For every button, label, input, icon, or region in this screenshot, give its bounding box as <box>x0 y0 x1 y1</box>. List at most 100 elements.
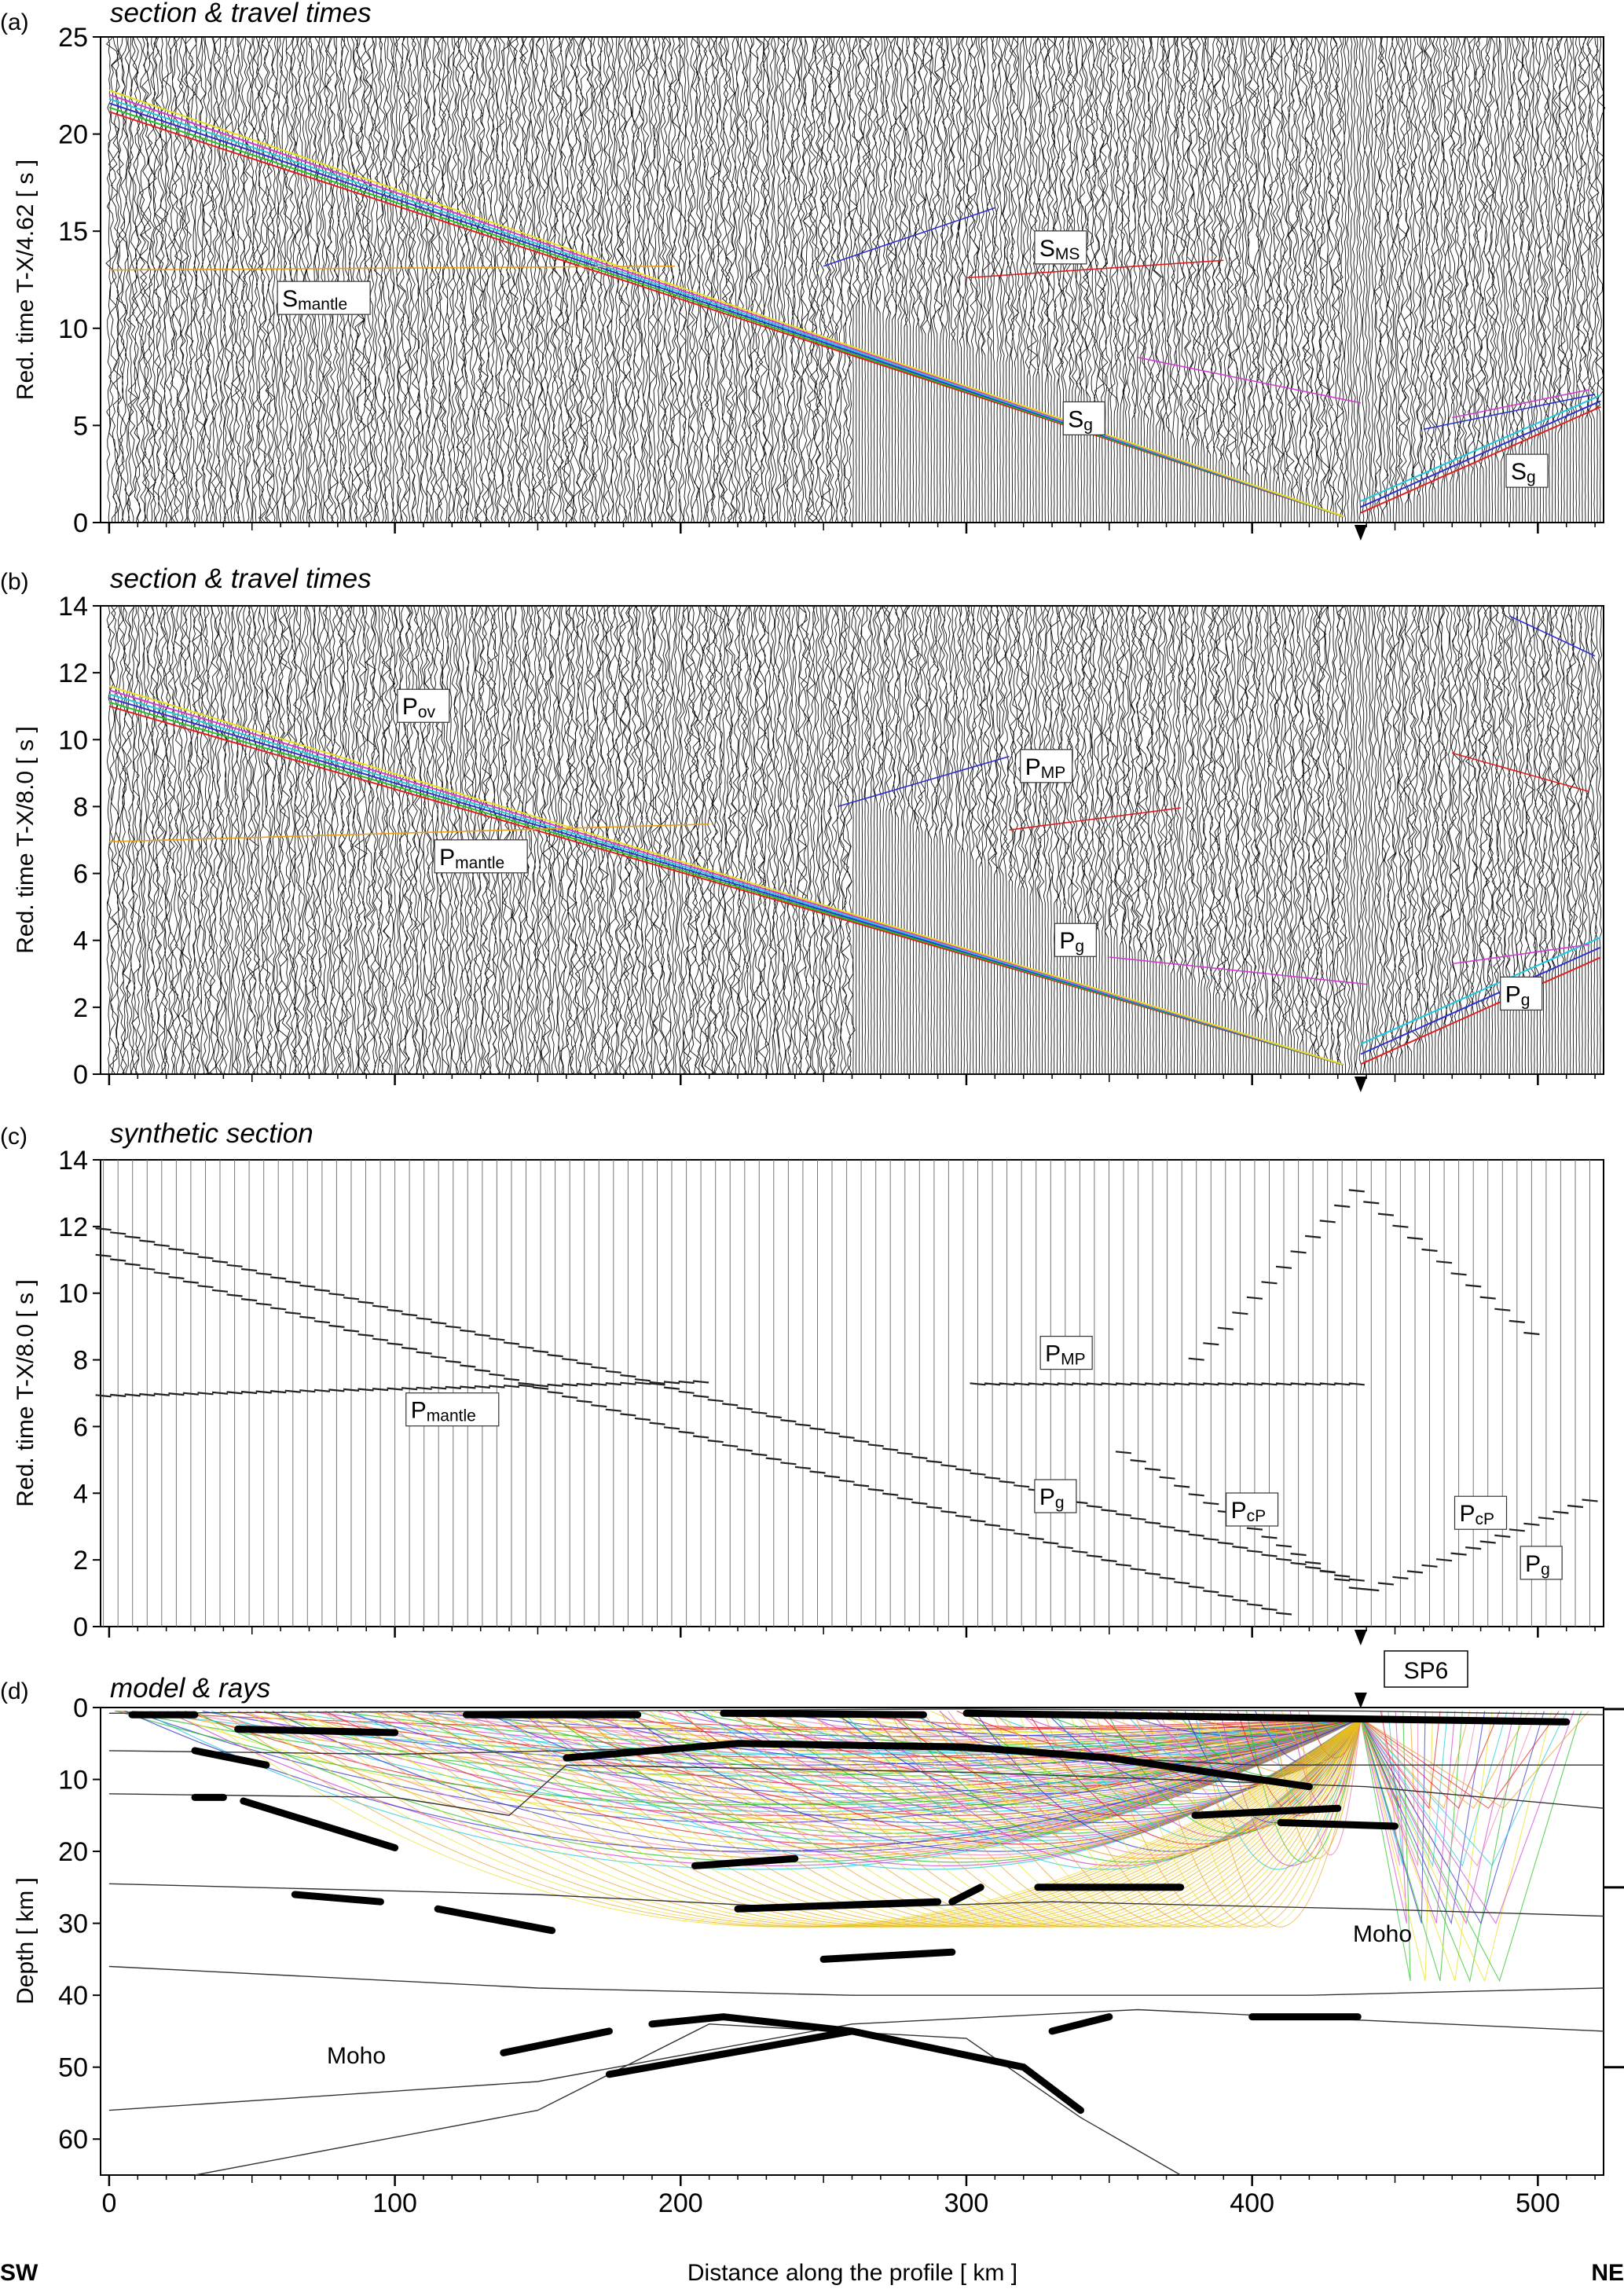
velocity-interface <box>108 2008 1604 2111</box>
phase-label-box <box>397 688 450 723</box>
phase-label-box <box>1054 923 1097 957</box>
panel-a-letter: (a) <box>0 9 29 35</box>
phase-label: Pg <box>1525 1551 1550 1579</box>
ytick-label: 10 <box>58 1766 88 1796</box>
panel-b-title: section & travel times <box>110 563 372 594</box>
ytick-label: 4 <box>73 1479 88 1509</box>
phase-label-box <box>1520 1546 1563 1580</box>
ytick-label: 14 <box>58 592 88 622</box>
ray-path-ne <box>1360 1711 1471 1810</box>
phase-label-box <box>1062 401 1105 435</box>
phase-label-box <box>1454 1495 1508 1530</box>
reflector-segment <box>1277 1819 1399 1830</box>
sw-label: SW <box>0 2260 38 2286</box>
shotpoint-triangle <box>1354 525 1367 541</box>
xtick-label: 100 <box>372 2188 417 2218</box>
panel-b-yticks: 0 2 4 6 8 10 12 14 <box>58 592 101 1090</box>
ytick-label: 4 <box>73 926 88 956</box>
ray-path <box>1211 1711 1362 1820</box>
reflector-segment <box>720 1709 927 1719</box>
ytick-label: 50 <box>58 2053 88 2083</box>
shotpoint-triangle <box>1354 1693 1367 1708</box>
ray-path-ne <box>1360 1711 1589 1809</box>
phase-label-box <box>1505 453 1549 488</box>
xtick-label: 500 <box>1516 2188 1560 2218</box>
phase-label-box <box>405 1392 500 1427</box>
phase-label-box <box>1034 1479 1077 1513</box>
reflector-segment <box>962 1709 1571 1726</box>
ray-path-ne <box>1360 1711 1516 1925</box>
traveltime-later-phase-2 <box>1009 807 1181 831</box>
xtick-label: 0 <box>101 2188 116 2218</box>
panel-a-yticks: 0 5 10 15 20 25 <box>58 23 101 538</box>
ytick-label: 0 <box>73 508 88 538</box>
panel-d-frame <box>100 1707 1604 2176</box>
velocity-interface <box>108 1883 1604 1917</box>
ray-path <box>116 1711 1362 1806</box>
ray-path-ne <box>1360 1711 1575 1924</box>
ray-path <box>1000 1711 1362 1849</box>
shotpoint-triangle <box>1354 1630 1367 1645</box>
phase-label: Pg <box>1505 981 1531 1009</box>
panel-d-letter: (d) <box>0 1678 29 1704</box>
moho-label-ne: Moho <box>1353 1921 1412 1947</box>
ray-path-ne <box>1360 1711 1407 1924</box>
panel-b-phase-labels: Pov Pmantle PMP Pg Pg <box>397 688 1543 1011</box>
ray-path-ne <box>1360 1711 1508 1867</box>
ytick-label: 15 <box>58 217 88 247</box>
phase-label-box <box>1039 1335 1093 1370</box>
reflector-segment <box>819 1948 956 1963</box>
xtick-label: 400 <box>1230 2188 1274 2218</box>
traveltime-later-phase-1 <box>838 755 1010 808</box>
ray-path <box>983 1711 1362 1755</box>
ray-path-ne <box>1360 1711 1567 1867</box>
phase-label-box <box>434 839 528 874</box>
shotpoint-triangle <box>1354 1077 1367 1092</box>
ray-path-ne <box>1360 1711 1545 1924</box>
ytick-label: 5 <box>73 411 88 441</box>
ray-path <box>412 1711 1361 1737</box>
phase-label: Pmantle <box>439 845 504 872</box>
panel-b-traveltimes <box>108 615 1601 1066</box>
traveltime-ne-branch-0 <box>1360 405 1601 514</box>
ray-path <box>535 1711 1362 1816</box>
panel-a-title: section & travel times <box>110 0 372 28</box>
ray-path-mantle <box>632 1711 1362 1928</box>
phase-label-box <box>1020 749 1073 783</box>
phase-label: Sg <box>1068 406 1093 434</box>
ray-path <box>125 1711 1362 1852</box>
panel-d-reflectors <box>128 1709 1571 2115</box>
traveltime-ne-branch-2 <box>1360 936 1601 1045</box>
ray-path-ne <box>1360 1711 1419 1866</box>
ray-path-ne <box>1360 1711 1582 1983</box>
phase-label-box <box>1034 230 1087 265</box>
traveltime-later-phase-3 <box>1109 956 1367 985</box>
ytick-label: 10 <box>58 725 88 755</box>
ytick-label: 6 <box>73 1412 88 1442</box>
ytick-label: 14 <box>58 1146 88 1176</box>
traveltime-branch-5 <box>108 685 1344 1066</box>
ytick-label: 2 <box>73 1546 88 1576</box>
traveltime-ne-branch-1 <box>1360 946 1601 1055</box>
velocity-interface <box>108 1764 1604 1817</box>
reflector-segment <box>605 2027 856 2078</box>
ytick-label: 2 <box>73 993 88 1023</box>
reflector-segment <box>948 1884 984 1906</box>
ytick-label: 0 <box>73 1060 88 1090</box>
ray-path-ne <box>1360 1711 1401 1866</box>
ytick-label: 12 <box>58 1212 88 1242</box>
traveltime-later-phase-0 <box>108 824 709 842</box>
ytick-label: 8 <box>73 792 88 822</box>
traveltime-ne-branch-1 <box>1360 400 1601 508</box>
phase-label: PMP <box>1045 1341 1086 1369</box>
ray-path-ne <box>1360 1711 1404 1866</box>
reflector-segment <box>191 1747 270 1769</box>
ytick-label: 0 <box>73 1612 88 1642</box>
panel-a-traveltimes <box>108 90 1601 518</box>
ray-path <box>1079 1711 1362 1838</box>
phase-label-box <box>1500 976 1543 1011</box>
ray-path-mantle <box>760 1711 1362 1928</box>
seismic-traces-a <box>105 36 1606 523</box>
velocity-interface <box>108 1965 1604 1996</box>
